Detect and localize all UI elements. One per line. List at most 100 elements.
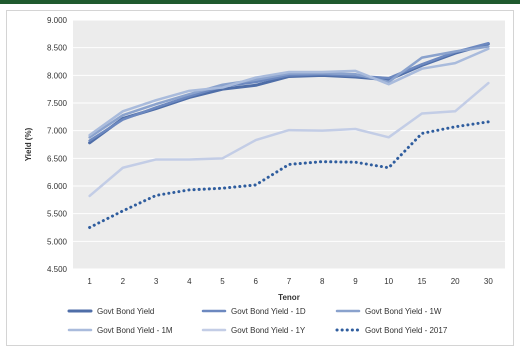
y-tick-label: 9.000 [47, 16, 68, 25]
series-1 [88, 41, 490, 142]
data-point [454, 62, 456, 64]
data-point [288, 129, 290, 131]
data-point [388, 167, 390, 169]
x-tick-label: 10 [384, 277, 393, 286]
data-point [421, 63, 423, 65]
x-tick-label: 8 [320, 277, 325, 286]
data-point [487, 42, 489, 44]
x-tick-label: 6 [254, 277, 259, 286]
data-point [388, 83, 390, 85]
data-point [421, 132, 423, 134]
top-accent-bar [0, 0, 520, 4]
series-line [88, 81, 490, 198]
legend-label: Govt Bond Yield - 1M [97, 326, 173, 335]
data-point [354, 161, 356, 163]
data-point [155, 194, 157, 196]
data-point [388, 77, 390, 79]
chart-frame: 4.500 5.000 5.500 6.000 6.500 7.000 7.500 8.000… [6, 10, 514, 346]
data-point [354, 73, 356, 75]
data-point [354, 70, 356, 72]
x-tick-label: 1 [87, 277, 92, 286]
y-tick-label: 4.500 [47, 265, 68, 274]
series-4 [88, 81, 490, 198]
data-point [421, 68, 423, 70]
x-tick-label: 7 [287, 277, 292, 286]
data-point [321, 130, 323, 132]
y-tick-label: 8.500 [47, 44, 68, 53]
legend-label: Govt Bond Yield [97, 307, 154, 316]
data-point [421, 57, 423, 59]
x-tick-label: 20 [451, 277, 460, 286]
data-point [89, 195, 91, 197]
series-line [88, 47, 490, 137]
data-point [388, 136, 390, 138]
data-point [222, 157, 224, 159]
x-tick-label: 4 [187, 277, 192, 286]
x-tick-label: 15 [417, 277, 426, 286]
x-axis-ticks: 1 2 3 4 5 6 7 8 9 10 15 20 30 [87, 277, 493, 286]
yield-chart: 4.500 5.000 5.500 6.000 6.500 7.000 7.500 8.000… [24, 16, 505, 335]
data-point [454, 51, 456, 53]
x-tick-label: 5 [220, 277, 225, 286]
data-point [155, 158, 157, 160]
series-line [88, 41, 490, 142]
data-point [122, 114, 124, 116]
data-point [122, 167, 124, 169]
y-tick-label: 8.000 [47, 71, 68, 80]
data-point [487, 121, 489, 123]
y-tick-label: 6.500 [47, 154, 68, 163]
data-point [155, 103, 157, 105]
data-point [89, 140, 91, 142]
series-3 [88, 47, 490, 137]
data-point [255, 81, 257, 83]
data-point [255, 77, 257, 79]
y-tick-label: 6.000 [47, 182, 68, 191]
x-axis-label: Tenor [278, 293, 300, 302]
y-tick-label: 7.500 [47, 99, 68, 108]
data-point [155, 99, 157, 101]
data-point [188, 158, 190, 160]
y-tick-label: 5.500 [47, 210, 68, 219]
data-point [188, 189, 190, 191]
data-point [487, 48, 489, 50]
data-point [288, 163, 290, 165]
data-point [89, 227, 91, 229]
data-point [89, 136, 91, 138]
data-point [255, 139, 257, 141]
legend-item: Govt Bond Yield - 1D [201, 307, 306, 316]
legend-label: Govt Bond Yield - 2017 [365, 326, 448, 335]
series-5 [88, 120, 490, 229]
series-lines [88, 41, 490, 229]
y-tick-label: 5.000 [47, 237, 68, 246]
data-point [222, 87, 224, 89]
legend-item: Govt Bond Yield - 2017 [335, 326, 448, 335]
data-point [421, 113, 423, 115]
legend: Govt Bond Yield Govt Bond Yield - 1D Govt … [67, 307, 448, 335]
legend-item: Govt Bond Yield - 1M [67, 326, 173, 335]
legend-item: Govt Bond Yield [67, 307, 154, 316]
data-point [188, 93, 190, 95]
data-point [155, 106, 157, 108]
data-point [222, 84, 224, 86]
legend-item: Govt Bond Yield - 1Y [201, 326, 306, 335]
data-point [255, 184, 257, 186]
data-point [354, 128, 356, 130]
data-point [454, 126, 456, 128]
series-2 [88, 45, 490, 139]
data-point [255, 84, 257, 86]
data-point [122, 210, 124, 212]
data-point [122, 119, 124, 121]
data-point [222, 187, 224, 189]
y-tick-label: 7.000 [47, 127, 68, 136]
data-point [122, 110, 124, 112]
legend-label: Govt Bond Yield - 1Y [231, 326, 306, 335]
x-tick-label: 2 [121, 277, 126, 286]
data-point [487, 82, 489, 84]
data-point [321, 161, 323, 163]
data-point [89, 142, 91, 144]
y-axis-label: Yield (%) [24, 127, 33, 161]
data-point [288, 71, 290, 73]
series-line [88, 45, 490, 139]
data-point [487, 46, 489, 48]
data-point [454, 110, 456, 112]
